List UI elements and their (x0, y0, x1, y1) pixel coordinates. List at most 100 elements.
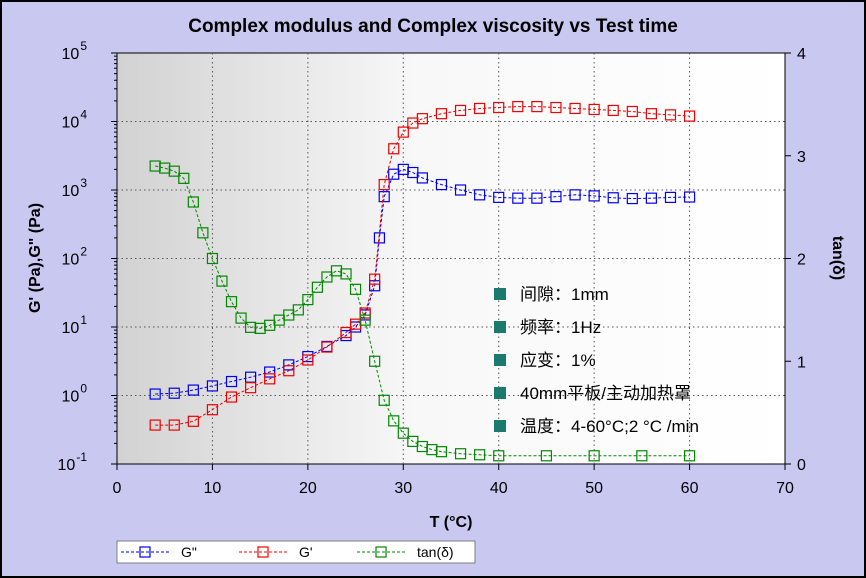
y-left-tick-exponent: 0 (80, 382, 87, 396)
data-point-g-prime (588, 103, 600, 116)
data-point-g-prime (149, 419, 161, 431)
y-left-tick-label: 105 (62, 39, 88, 63)
data-point-g-prime (264, 373, 276, 385)
data-point-tan-delta (225, 296, 238, 308)
data-point-g-double-prime (149, 388, 161, 400)
data-point-g-prime (206, 404, 219, 416)
data-point-g-prime (168, 419, 180, 431)
data-point-g-double-prime (493, 191, 505, 203)
y-left-tick-exponent: 1 (80, 313, 87, 327)
data-point-tan-delta (216, 275, 228, 287)
y-left-tick-exponent: 3 (80, 176, 87, 190)
x-axis-label: T (°C) (430, 514, 473, 531)
data-point-g-prime (664, 109, 677, 121)
y-left-tick-label: 104 (62, 108, 88, 132)
data-point-g-prime (474, 102, 486, 115)
data-point-g-double-prime (683, 191, 696, 203)
data-point-tan-delta (187, 196, 199, 208)
y-left-axis-label: G' (Pa),G" (Pa) (27, 203, 44, 313)
y-right-tick-label: 4 (797, 46, 806, 63)
legend: G" G' tan(δ) (116, 540, 476, 564)
data-point-tan-delta (474, 449, 486, 461)
y-left-tick-exponent: 4 (80, 108, 87, 122)
annotation-bullet (494, 321, 506, 333)
data-point-g-double-prime (454, 184, 467, 196)
y-left-tick-exponent: -1 (76, 450, 87, 464)
data-point-g-double-prime (206, 380, 219, 392)
annotation-bullet (494, 387, 506, 399)
x-tick-label: 0 (113, 480, 122, 497)
data-point-g-prime (245, 382, 257, 394)
data-point-g-double-prime (416, 172, 428, 184)
data-point-tan-delta (636, 450, 648, 462)
data-point-tan-delta (369, 355, 381, 367)
y-left-tick-label: 100 (62, 382, 88, 406)
legend-label-g-double-prime: G" (181, 544, 197, 560)
data-point-tan-delta (493, 450, 505, 462)
data-point-g-double-prime (607, 192, 619, 204)
y-left-tick-label: 10-1 (58, 450, 88, 474)
data-point-g-prime (369, 273, 381, 285)
data-point-g-double-prime (531, 192, 543, 204)
annotation-text: 应变：1% (520, 351, 596, 370)
series-line-g-double-prime (155, 168, 690, 395)
data-point-g-double-prime (168, 387, 180, 399)
data-point-g-prime (302, 354, 314, 366)
data-point-tan-delta (168, 165, 180, 177)
data-point-tan-delta (206, 252, 219, 265)
data-point-g-double-prime (474, 189, 486, 201)
data-point-tan-delta (588, 450, 600, 462)
data-point-tan-delta (378, 394, 390, 406)
data-point-g-prime (550, 101, 562, 114)
data-point-g-double-prime (225, 375, 238, 388)
x-tick-label: 10 (204, 480, 222, 497)
data-point-tan-delta (292, 304, 304, 316)
x-tick-label: 60 (681, 480, 699, 497)
data-point-g-prime (225, 391, 238, 403)
data-point-tan-delta (321, 271, 333, 283)
data-point-g-double-prime (187, 384, 199, 396)
data-point-g-prime (388, 143, 400, 155)
data-point-tan-delta (540, 450, 553, 462)
legend-marker-g-prime (257, 546, 269, 558)
data-point-g-double-prime (373, 232, 386, 244)
annotation-bullet (494, 354, 506, 366)
y-right-tick-label: 2 (797, 252, 806, 269)
data-point-g-prime (626, 105, 638, 118)
data-point-tan-delta (454, 448, 467, 460)
data-point-g-prime (378, 178, 390, 191)
x-tick-label: 30 (394, 480, 412, 497)
data-point-g-prime (397, 126, 409, 138)
data-point-g-prime (359, 307, 371, 319)
data-point-tan-delta (359, 314, 371, 326)
x-tick-label: 20 (299, 480, 317, 497)
data-point-g-prime (531, 101, 543, 113)
legend-label-g-prime: G' (299, 544, 313, 560)
data-point-g-prime (321, 341, 333, 353)
annotation-list: 间隙：1mm 频率：1Hz 应变：1% 40mm平板/主动加热罩温度：4-60°C;2… (494, 285, 699, 436)
data-point-g-double-prime (664, 191, 677, 203)
data-point-g-double-prime (569, 189, 581, 201)
data-point-tan-delta (435, 446, 448, 458)
annotation-text: 频率：1Hz (520, 318, 601, 337)
x-tick-label: 50 (585, 480, 603, 497)
data-point-g-double-prime (550, 191, 562, 203)
data-point-g-prime (435, 108, 448, 120)
data-point-g-double-prime (588, 190, 600, 202)
data-point-g-double-prime (264, 366, 276, 378)
data-point-tan-delta (397, 427, 409, 439)
data-point-tan-delta (683, 450, 696, 462)
data-point-tan-delta (388, 415, 400, 427)
y-right-tick-label: 0 (797, 457, 806, 474)
data-point-g-double-prime (435, 178, 448, 191)
y-left-tick-exponent: 2 (80, 245, 87, 259)
legend-marker-g-double-prime (139, 546, 151, 558)
data-point-g-double-prime (512, 192, 524, 204)
y-right-tick-label: 1 (797, 354, 806, 371)
data-point-tan-delta (197, 227, 209, 239)
data-point-g-prime (283, 365, 295, 377)
data-point-g-prime (512, 101, 524, 113)
y-left-tick-label: 102 (62, 245, 88, 269)
y-left-tick-exponent: 5 (80, 39, 87, 53)
data-point-g-prime (683, 110, 696, 122)
